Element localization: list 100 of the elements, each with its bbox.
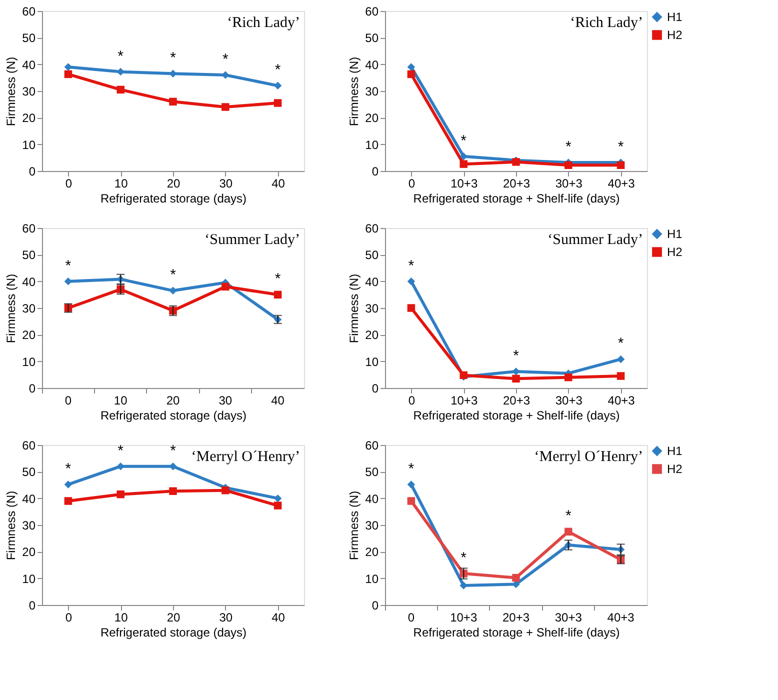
x-tick-label: 20: [166, 610, 180, 624]
x-tick-label: 20: [166, 394, 180, 408]
y-tick-label: 0: [372, 598, 379, 612]
point: [222, 282, 230, 291]
point: [169, 487, 177, 496]
y-axis-title: Firmness (N): [4, 56, 18, 126]
point: [274, 82, 282, 90]
x-tick-label: 30: [219, 610, 233, 624]
x-tick-label: 40: [272, 610, 286, 624]
point: [512, 374, 520, 383]
point: [222, 71, 230, 79]
point: [274, 494, 282, 502]
x-tick-label: 40+3: [607, 610, 635, 624]
y-tick-label: 20: [365, 545, 379, 560]
chart-title: ‘Merryl O´Henry’: [534, 449, 643, 465]
legend-label: H1: [667, 227, 683, 241]
y-tick-label: 20: [22, 328, 36, 342]
y-tick-label: 10: [22, 354, 36, 369]
point: [274, 99, 282, 107]
point: [274, 290, 282, 299]
y-tick-label: 10: [22, 138, 36, 152]
point: [169, 286, 177, 295]
annotation: *: [618, 335, 624, 352]
y-tick-label: 50: [22, 31, 36, 46]
x-tick-label: 10: [114, 176, 128, 190]
legend-label: H2: [667, 462, 683, 476]
chart-title: ‘Summer Lady’: [204, 232, 300, 248]
annotation: *: [170, 266, 176, 284]
y-tick-label: 0: [372, 382, 379, 396]
point: [407, 480, 416, 488]
y-tick-label: 10: [365, 354, 379, 369]
annotation: *: [618, 138, 624, 156]
annotation: *: [460, 550, 467, 567]
annotation: *: [170, 442, 176, 460]
y-tick-label: 40: [365, 492, 379, 506]
point: [407, 304, 416, 312]
x-axis-title: Refrigerated storage + Shelf-life (days): [413, 192, 620, 206]
point: [460, 160, 468, 168]
point: [616, 355, 625, 364]
x-axis-title: Refrigerated storage (days): [100, 192, 247, 206]
x-tick-label: 0: [408, 394, 416, 408]
y-tick-label: 10: [365, 138, 379, 152]
point: [64, 70, 72, 78]
y-tick-label: 10: [22, 572, 36, 586]
annotation: *: [565, 138, 572, 156]
y-tick-label: 50: [22, 465, 36, 480]
y-tick-label: 50: [365, 248, 379, 262]
x-tick-label: 40: [272, 176, 286, 190]
point: [407, 70, 416, 78]
y-tick-label: 30: [22, 518, 36, 532]
y-tick-label: 0: [28, 598, 36, 612]
x-tick-label: 30+3: [554, 610, 582, 624]
x-axis-title: Refrigerated storage + Shelf-life (days): [413, 408, 620, 422]
y-tick-label: 40: [365, 274, 379, 289]
x-tick-label: 10+3: [450, 610, 478, 624]
point: [564, 528, 572, 536]
y-tick-label: 40: [365, 58, 379, 72]
y-tick-label: 0: [372, 164, 379, 178]
point: [512, 368, 520, 376]
y-tick-label: 20: [365, 328, 379, 342]
y-axis-title: Firmness (N): [347, 274, 362, 344]
point: [274, 502, 282, 510]
x-tick-label: 0: [64, 394, 72, 408]
point: [564, 373, 572, 382]
x-tick-label: 30+3: [555, 176, 583, 190]
y-tick-label: 20: [22, 545, 36, 560]
x-tick-label: 10+3: [450, 394, 478, 408]
annotation: *: [222, 51, 228, 68]
point: [407, 277, 416, 286]
y-tick-label: 0: [28, 164, 36, 178]
y-tick-label: 30: [22, 302, 36, 316]
point: [564, 161, 572, 170]
legend-label: H2: [667, 28, 683, 42]
y-tick-label: 50: [22, 248, 36, 262]
point: [512, 574, 520, 582]
point: [407, 63, 416, 71]
point: [616, 372, 625, 380]
annotation: *: [513, 347, 520, 364]
x-tick-label: 20+3: [502, 176, 530, 190]
y-tick-label: 50: [365, 465, 379, 480]
point: [222, 486, 230, 494]
y-axis-title: Firmness (N): [4, 490, 18, 560]
x-tick-label: 40+3: [608, 176, 636, 190]
annotation: *: [65, 257, 72, 274]
annotation: *: [565, 508, 572, 525]
y-axis-title: Firmness (N): [347, 56, 362, 126]
point: [116, 86, 124, 94]
point: [407, 497, 416, 505]
y-tick-label: 40: [22, 274, 36, 289]
y-tick-label: 60: [22, 222, 36, 236]
y-tick-label: 30: [22, 84, 36, 98]
y-tick-label: 20: [22, 111, 36, 126]
chart-title: ‘Rich Lady’: [227, 15, 300, 31]
y-axis-title: Firmness (N): [347, 490, 362, 560]
x-tick-label: 30: [218, 394, 232, 408]
x-tick-label: 0: [408, 176, 416, 190]
y-tick-label: 30: [365, 518, 379, 532]
annotation: *: [408, 460, 414, 478]
x-tick-label: 40: [271, 394, 285, 408]
y-tick-label: 40: [22, 58, 36, 72]
